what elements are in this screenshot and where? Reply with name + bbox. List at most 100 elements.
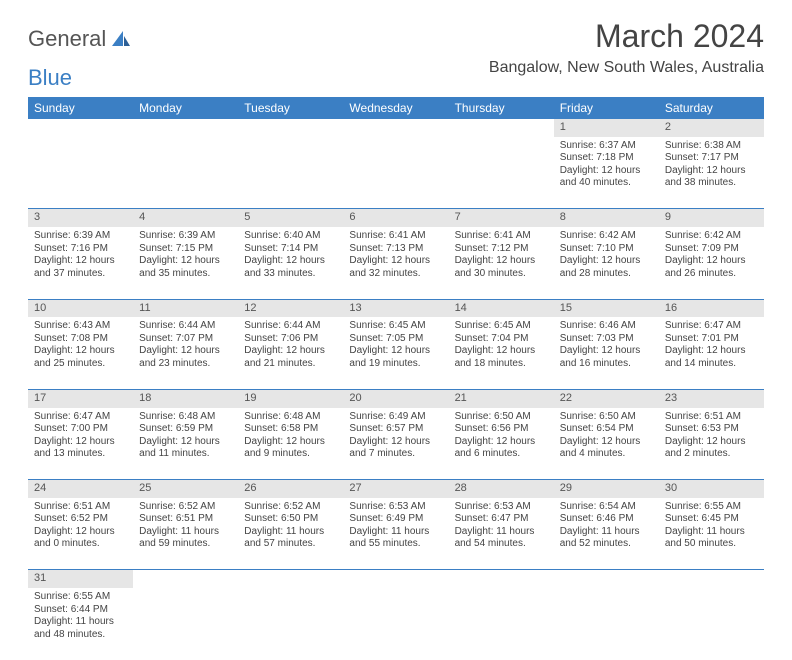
day-cell [133, 588, 238, 660]
day-data-row: Sunrise: 6:43 AMSunset: 7:08 PMDaylight:… [28, 317, 764, 389]
daylight-text: and 23 minutes. [139, 358, 232, 371]
sunset-text: Sunset: 6:49 PM [349, 513, 442, 526]
day-cell [28, 137, 133, 209]
day-cell: Sunrise: 6:45 AMSunset: 7:05 PMDaylight:… [343, 317, 448, 389]
day-number: 22 [554, 389, 659, 407]
day-number [659, 570, 764, 588]
daylight-text: Daylight: 12 hours [34, 255, 127, 268]
day-number: 3 [28, 209, 133, 227]
day-cell: Sunrise: 6:52 AMSunset: 6:50 PMDaylight:… [238, 498, 343, 570]
daylight-text: and 28 minutes. [560, 268, 653, 281]
daylight-text: Daylight: 12 hours [244, 436, 337, 449]
day-number [28, 119, 133, 137]
calendar-table: Sunday Monday Tuesday Wednesday Thursday… [28, 97, 764, 660]
day-number-row: 10111213141516 [28, 299, 764, 317]
day-data-row: Sunrise: 6:39 AMSunset: 7:16 PMDaylight:… [28, 227, 764, 299]
day-number-row: 12 [28, 119, 764, 137]
day-cell: Sunrise: 6:44 AMSunset: 7:07 PMDaylight:… [133, 317, 238, 389]
sunset-text: Sunset: 7:16 PM [34, 243, 127, 256]
day-data-row: Sunrise: 6:37 AMSunset: 7:18 PMDaylight:… [28, 137, 764, 209]
sunrise-text: Sunrise: 6:44 AM [139, 320, 232, 333]
sunset-text: Sunset: 7:04 PM [455, 333, 548, 346]
sunset-text: Sunset: 6:46 PM [560, 513, 653, 526]
daylight-text: and 18 minutes. [455, 358, 548, 371]
day-cell [343, 588, 448, 660]
day-number: 15 [554, 299, 659, 317]
sunrise-text: Sunrise: 6:39 AM [139, 230, 232, 243]
sunset-text: Sunset: 7:03 PM [560, 333, 653, 346]
daylight-text: and 54 minutes. [455, 538, 548, 551]
day-cell: Sunrise: 6:40 AMSunset: 7:14 PMDaylight:… [238, 227, 343, 299]
day-number [133, 570, 238, 588]
day-number: 17 [28, 389, 133, 407]
daylight-text: Daylight: 12 hours [139, 255, 232, 268]
day-cell: Sunrise: 6:46 AMSunset: 7:03 PMDaylight:… [554, 317, 659, 389]
day-data-row: Sunrise: 6:51 AMSunset: 6:52 PMDaylight:… [28, 498, 764, 570]
sunset-text: Sunset: 6:51 PM [139, 513, 232, 526]
day-number-row: 24252627282930 [28, 480, 764, 498]
day-number: 8 [554, 209, 659, 227]
daylight-text: Daylight: 12 hours [665, 165, 758, 178]
weekday-header: Saturday [659, 97, 764, 119]
day-number [238, 570, 343, 588]
sunset-text: Sunset: 6:59 PM [139, 423, 232, 436]
day-cell: Sunrise: 6:51 AMSunset: 6:52 PMDaylight:… [28, 498, 133, 570]
sunset-text: Sunset: 7:09 PM [665, 243, 758, 256]
daylight-text: Daylight: 12 hours [665, 255, 758, 268]
sunrise-text: Sunrise: 6:45 AM [349, 320, 442, 333]
sunset-text: Sunset: 7:12 PM [455, 243, 548, 256]
sunset-text: Sunset: 7:13 PM [349, 243, 442, 256]
sunset-text: Sunset: 6:45 PM [665, 513, 758, 526]
daylight-text: and 52 minutes. [560, 538, 653, 551]
daylight-text: Daylight: 12 hours [139, 345, 232, 358]
day-cell: Sunrise: 6:48 AMSunset: 6:59 PMDaylight:… [133, 408, 238, 480]
daylight-text: Daylight: 12 hours [349, 255, 442, 268]
sunset-text: Sunset: 6:56 PM [455, 423, 548, 436]
daylight-text: and 35 minutes. [139, 268, 232, 281]
daylight-text: and 9 minutes. [244, 448, 337, 461]
sunrise-text: Sunrise: 6:44 AM [244, 320, 337, 333]
day-cell: Sunrise: 6:51 AMSunset: 6:53 PMDaylight:… [659, 408, 764, 480]
sunset-text: Sunset: 7:10 PM [560, 243, 653, 256]
daylight-text: Daylight: 12 hours [244, 345, 337, 358]
weekday-header: Tuesday [238, 97, 343, 119]
daylight-text: and 6 minutes. [455, 448, 548, 461]
day-cell: Sunrise: 6:38 AMSunset: 7:17 PMDaylight:… [659, 137, 764, 209]
day-cell: Sunrise: 6:55 AMSunset: 6:45 PMDaylight:… [659, 498, 764, 570]
logo: General [28, 26, 132, 52]
day-number-row: 31 [28, 570, 764, 588]
day-cell: Sunrise: 6:42 AMSunset: 7:09 PMDaylight:… [659, 227, 764, 299]
sunset-text: Sunset: 7:06 PM [244, 333, 337, 346]
sunrise-text: Sunrise: 6:50 AM [560, 411, 653, 424]
sunrise-text: Sunrise: 6:52 AM [139, 501, 232, 514]
sunrise-text: Sunrise: 6:47 AM [665, 320, 758, 333]
daylight-text: and 32 minutes. [349, 268, 442, 281]
month-title: March 2024 [489, 18, 764, 55]
weekday-header: Thursday [449, 97, 554, 119]
day-number: 31 [28, 570, 133, 588]
sunrise-text: Sunrise: 6:47 AM [34, 411, 127, 424]
sunset-text: Sunset: 7:17 PM [665, 152, 758, 165]
sunrise-text: Sunrise: 6:53 AM [455, 501, 548, 514]
sunrise-text: Sunrise: 6:52 AM [244, 501, 337, 514]
daylight-text: Daylight: 11 hours [139, 526, 232, 539]
daylight-text: Daylight: 12 hours [34, 345, 127, 358]
day-cell [449, 137, 554, 209]
daylight-text: and 13 minutes. [34, 448, 127, 461]
sunrise-text: Sunrise: 6:42 AM [665, 230, 758, 243]
day-cell: Sunrise: 6:53 AMSunset: 6:49 PMDaylight:… [343, 498, 448, 570]
daylight-text: and 40 minutes. [560, 177, 653, 190]
day-cell: Sunrise: 6:48 AMSunset: 6:58 PMDaylight:… [238, 408, 343, 480]
day-number: 9 [659, 209, 764, 227]
daylight-text: Daylight: 12 hours [244, 255, 337, 268]
daylight-text: Daylight: 12 hours [560, 436, 653, 449]
daylight-text: and 14 minutes. [665, 358, 758, 371]
daylight-text: and 7 minutes. [349, 448, 442, 461]
day-cell: Sunrise: 6:47 AMSunset: 7:00 PMDaylight:… [28, 408, 133, 480]
sunset-text: Sunset: 6:52 PM [34, 513, 127, 526]
daylight-text: and 30 minutes. [455, 268, 548, 281]
day-cell: Sunrise: 6:50 AMSunset: 6:56 PMDaylight:… [449, 408, 554, 480]
day-number [343, 570, 448, 588]
sunset-text: Sunset: 6:57 PM [349, 423, 442, 436]
sunrise-text: Sunrise: 6:38 AM [665, 140, 758, 153]
